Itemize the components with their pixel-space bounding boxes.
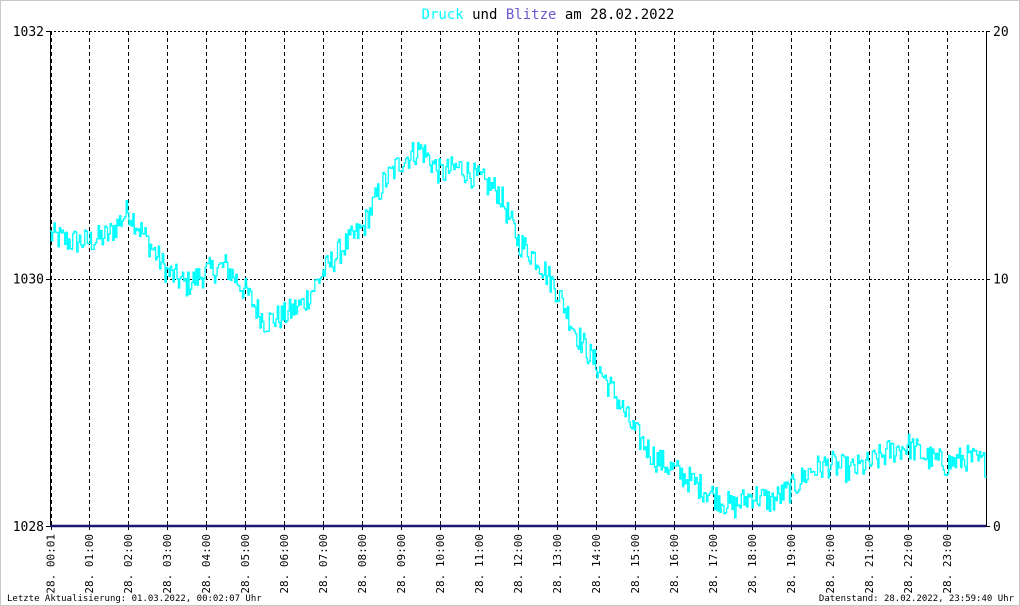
x-tick-label: 28. 10:00 <box>434 534 447 594</box>
x-tick-label: 28. 07:00 <box>317 534 330 594</box>
x-tick-label: 28. 08:00 <box>356 534 369 594</box>
x-tick-label: 28. 06:00 <box>278 534 291 594</box>
title-und-word: und <box>472 7 497 23</box>
footer-left: Letzte Aktualisierung: 01.03.2022, 00:02… <box>7 594 262 604</box>
title-space3 <box>556 7 564 23</box>
x-tick-label: 28. 11:00 <box>473 534 486 594</box>
grid-lines <box>50 31 986 527</box>
x-tick-label: 28. 16:00 <box>668 534 681 594</box>
x-tick-label: 28. 01:00 <box>83 534 96 594</box>
x-tick-label: 28. 17:00 <box>707 534 720 594</box>
right-tick-label: 20 <box>993 25 1009 40</box>
right-tick-label: 0 <box>993 520 1001 535</box>
x-tick-label: 28. 05:00 <box>239 534 252 594</box>
x-tick-label: 28. 02:00 <box>122 534 135 594</box>
x-tick-label: 28. 00:01 <box>45 534 58 594</box>
title-druck: Druck <box>422 7 465 23</box>
x-tick-label: 28. 14:00 <box>590 534 603 594</box>
x-tick-label: 28. 12:00 <box>512 534 525 594</box>
title-space2 <box>497 7 505 23</box>
x-tick-label: 28. 04:00 <box>200 534 213 594</box>
title-und <box>464 7 472 23</box>
x-tick-label: 28. 20:00 <box>824 534 837 594</box>
x-tick-label: 28. 21:00 <box>863 534 876 594</box>
x-tick-label: 28. 18:00 <box>746 534 759 594</box>
left-tick-label: 1028 <box>13 520 44 535</box>
title-date: am 28.02.2022 <box>565 7 675 23</box>
chart-title: Druck und Blitze am 28.02.2022 <box>422 7 675 23</box>
x-tick-label: 28. 15:00 <box>629 534 642 594</box>
x-tick-label: 28. 09:00 <box>395 534 408 594</box>
left-tick-label: 1032 <box>13 25 44 40</box>
x-tick-label: 28. 22:00 <box>902 534 915 594</box>
series-druck-line <box>50 142 987 519</box>
title-blitze: Blitze <box>506 7 557 23</box>
x-tick-label: 28. 19:00 <box>785 534 798 594</box>
left-tick-label: 1030 <box>13 273 44 288</box>
x-tick-label: 28. 23:00 <box>941 534 954 594</box>
x-tick-label: 28. 03:00 <box>161 534 174 594</box>
right-tick-label: 10 <box>993 273 1009 288</box>
footer-right: Datenstand: 28.02.2022, 23:59:40 Uhr <box>819 594 1015 604</box>
tick-labels: 1032 1030 1028 20 10 0 28. 00:01 28. 01:00 28. 0… <box>13 25 1009 594</box>
data-series <box>50 142 987 528</box>
x-tick-label: 28. 13:00 <box>551 534 564 594</box>
